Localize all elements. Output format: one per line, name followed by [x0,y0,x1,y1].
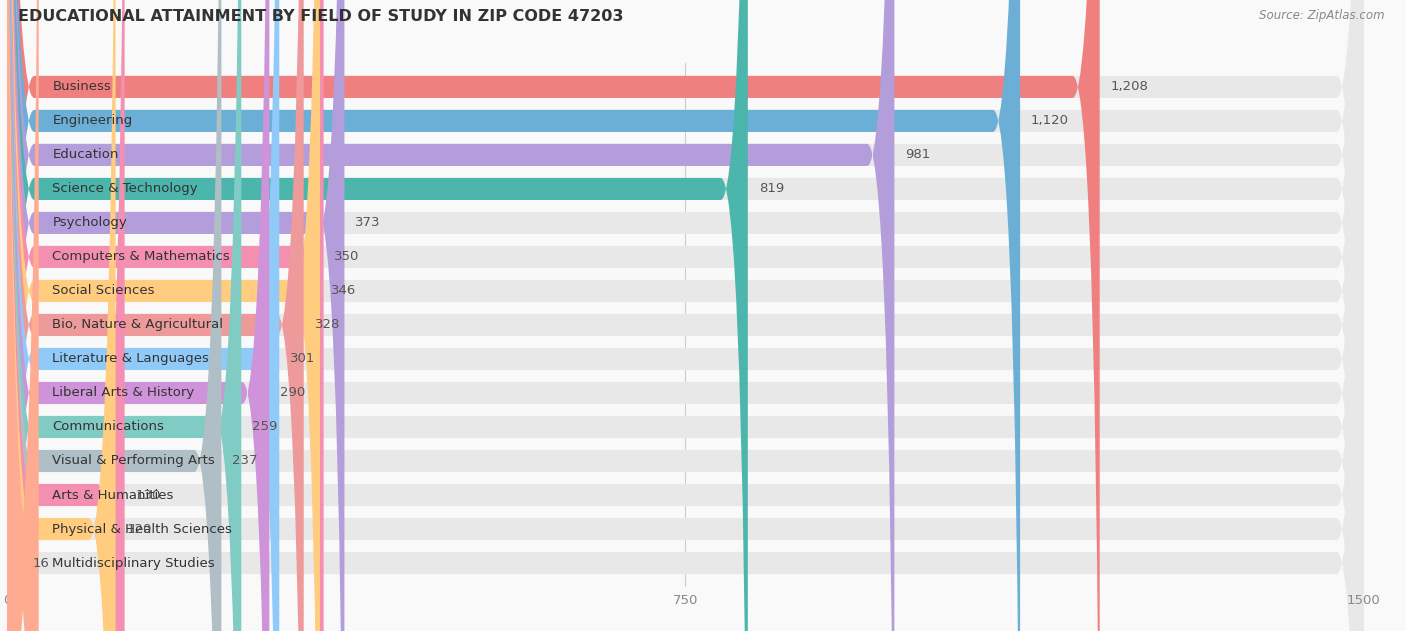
Text: 981: 981 [905,148,931,162]
FancyBboxPatch shape [7,0,304,631]
FancyBboxPatch shape [7,0,1099,631]
Text: Physical & Health Sciences: Physical & Health Sciences [52,522,232,536]
FancyBboxPatch shape [7,0,1364,631]
Text: Education: Education [52,148,118,162]
FancyBboxPatch shape [7,0,748,631]
Text: 1,208: 1,208 [1111,80,1149,93]
Text: Business: Business [52,80,111,93]
FancyBboxPatch shape [7,0,1364,631]
Text: 237: 237 [232,454,257,468]
Text: Multidisciplinary Studies: Multidisciplinary Studies [52,557,215,570]
Text: Psychology: Psychology [52,216,127,230]
Text: 120: 120 [127,522,152,536]
Text: Visual & Performing Arts: Visual & Performing Arts [52,454,215,468]
FancyBboxPatch shape [7,0,1364,631]
Text: Liberal Arts & History: Liberal Arts & History [52,386,194,399]
Text: Literature & Languages: Literature & Languages [52,353,209,365]
Text: 259: 259 [252,420,277,433]
Text: 301: 301 [290,353,315,365]
FancyBboxPatch shape [7,0,1364,631]
Text: Source: ZipAtlas.com: Source: ZipAtlas.com [1260,9,1385,23]
FancyBboxPatch shape [7,0,323,631]
Text: 130: 130 [135,488,160,502]
FancyBboxPatch shape [7,0,1021,631]
FancyBboxPatch shape [7,0,39,631]
FancyBboxPatch shape [7,0,1364,631]
Text: 16: 16 [32,557,49,570]
Text: Communications: Communications [52,420,165,433]
Text: 290: 290 [280,386,305,399]
Text: Engineering: Engineering [52,114,132,127]
FancyBboxPatch shape [7,0,1364,631]
FancyBboxPatch shape [7,0,125,631]
Text: Science & Technology: Science & Technology [52,182,198,196]
FancyBboxPatch shape [7,0,1364,631]
FancyBboxPatch shape [7,0,242,631]
FancyBboxPatch shape [7,0,894,631]
FancyBboxPatch shape [7,0,1364,631]
FancyBboxPatch shape [7,0,1364,631]
Text: 1,120: 1,120 [1031,114,1069,127]
FancyBboxPatch shape [7,0,115,631]
Text: EDUCATIONAL ATTAINMENT BY FIELD OF STUDY IN ZIP CODE 47203: EDUCATIONAL ATTAINMENT BY FIELD OF STUDY… [18,9,624,25]
FancyBboxPatch shape [7,0,221,631]
Text: Bio, Nature & Agricultural: Bio, Nature & Agricultural [52,319,224,331]
FancyBboxPatch shape [7,0,344,631]
Text: Computers & Mathematics: Computers & Mathematics [52,251,231,264]
FancyBboxPatch shape [7,0,1364,631]
Text: 819: 819 [759,182,785,196]
FancyBboxPatch shape [7,0,1364,631]
Text: 346: 346 [330,285,356,297]
FancyBboxPatch shape [7,0,321,631]
Text: Social Sciences: Social Sciences [52,285,155,297]
Text: 328: 328 [315,319,340,331]
FancyBboxPatch shape [7,0,280,631]
FancyBboxPatch shape [7,0,1364,631]
FancyBboxPatch shape [7,0,1364,631]
FancyBboxPatch shape [7,0,270,631]
FancyBboxPatch shape [7,0,1364,631]
FancyBboxPatch shape [7,0,1364,631]
Text: 373: 373 [356,216,381,230]
Text: Arts & Humanities: Arts & Humanities [52,488,173,502]
Text: 350: 350 [335,251,360,264]
